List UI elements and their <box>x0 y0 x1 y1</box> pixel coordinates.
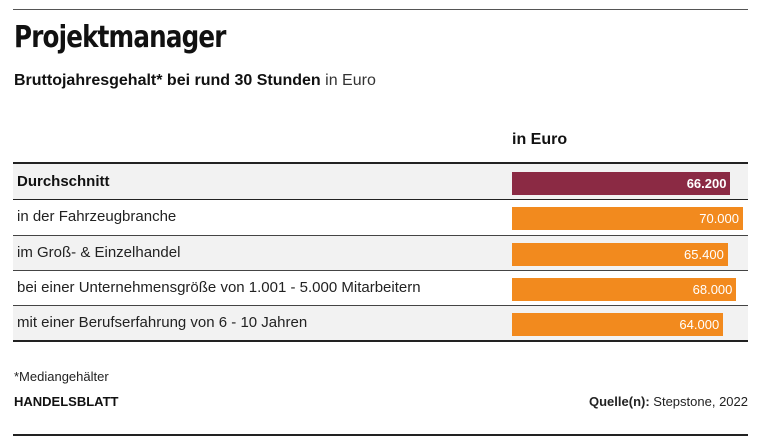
bar: 70.000 <box>512 207 743 231</box>
column-header: in Euro <box>512 131 568 148</box>
bar-value-label: 68.000 <box>692 281 733 297</box>
bar-value-label: 66.200 <box>686 176 727 191</box>
bar-value-label: 65.400 <box>684 246 724 262</box>
table-bottom-rule <box>13 340 748 342</box>
row-label: Durchschnitt <box>17 173 110 190</box>
source-label: Quelle(n): <box>589 394 650 409</box>
chart-title: Projektmanager <box>14 20 226 55</box>
source-credit: Quelle(n): Stepstone, 2022 <box>589 394 748 409</box>
row-divider <box>13 305 748 307</box>
table-row: in der Fahrzeugbranche 70.000 <box>13 199 748 234</box>
subtitle-unit: in Euro <box>325 72 376 89</box>
row-label: in der Fahrzeugbranche <box>17 208 177 226</box>
row-label: bei einer Unternehmensgröße von 1.001 - … <box>17 278 421 296</box>
bottom-rule <box>13 434 748 436</box>
row-label: mit einer Berufserfahrung von 6 - 10 Jah… <box>17 314 308 332</box>
bar: 68.000 <box>512 277 737 301</box>
chart-subtitle: Bruttojahresgehalt* bei rund 30 Stunden … <box>14 72 376 90</box>
subtitle-main: Bruttojahresgehalt* bei rund 30 Stunden <box>14 72 321 89</box>
table-top-rule <box>13 162 748 164</box>
bar: 66.200 <box>512 172 731 195</box>
table-row: im Groß- & Einzelhandel 65.400 <box>13 234 748 270</box>
table-row: Durchschnitt 66.200 <box>13 164 748 199</box>
footnote: *Mediangehälter <box>14 369 109 384</box>
row-divider <box>13 234 748 236</box>
table-row: bei einer Unternehmensgröße von 1.001 - … <box>13 270 748 305</box>
brand-label: HANDELSBLATT <box>14 394 119 409</box>
row-label: im Groß- & Einzelhandel <box>17 243 181 261</box>
table-row: mit einer Berufserfahrung von 6 - 10 Jah… <box>13 305 748 341</box>
bar: 64.000 <box>512 313 724 337</box>
top-rule <box>13 9 748 10</box>
row-divider <box>13 269 748 271</box>
bar-value-label: 70.000 <box>699 211 739 227</box>
row-divider <box>13 199 748 201</box>
source-text: Stepstone, 2022 <box>653 394 748 409</box>
bar-value-label: 64.000 <box>679 317 720 333</box>
bar: 65.400 <box>512 242 728 266</box>
